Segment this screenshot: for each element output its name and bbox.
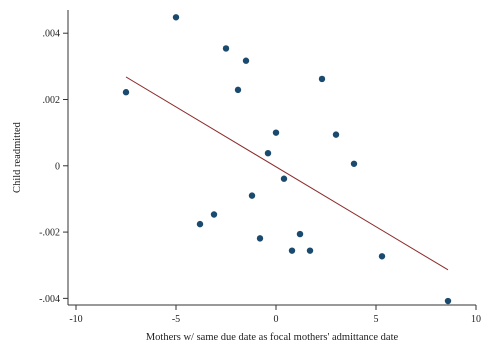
data-point [248,192,256,199]
data-point [332,131,340,138]
data-point [242,57,250,64]
y-tick-label: .004 [43,29,61,40]
x-tick-label: -5 [172,314,180,325]
data-point [296,230,304,238]
data-point [172,14,180,21]
data-point [280,175,288,182]
y-axis-label: Child readmitted [12,121,23,193]
fit-line [125,76,449,271]
axes: -10 -5 0 5 10 -.004 -.002 0 .002 .004 [39,10,481,325]
data-point [444,297,452,305]
data-point [350,160,358,167]
data-point [196,220,204,228]
y-tick-label: -.004 [39,294,60,305]
y-tick-label: .002 [43,95,61,106]
x-axis-label: Mothers w/ same due date as focal mother… [146,332,399,343]
data-point [210,211,218,218]
data-point [256,235,264,242]
data-point [378,253,386,260]
x-tick-label: 5 [374,314,379,325]
x-tick-label: 10 [471,314,481,325]
y-tick-label: -.002 [39,228,60,239]
x-tick-label: -10 [69,314,82,325]
data-point [272,129,280,136]
data-point [306,247,314,254]
data-point [318,75,326,83]
data-point [264,149,272,157]
fit-line-group [125,76,449,271]
y-tick-label: 0 [55,161,60,172]
data-point [288,247,296,254]
points-group [122,14,452,305]
data-point [122,89,130,96]
x-tick-label: 0 [274,314,279,325]
data-point [222,45,230,52]
data-point [234,86,242,94]
